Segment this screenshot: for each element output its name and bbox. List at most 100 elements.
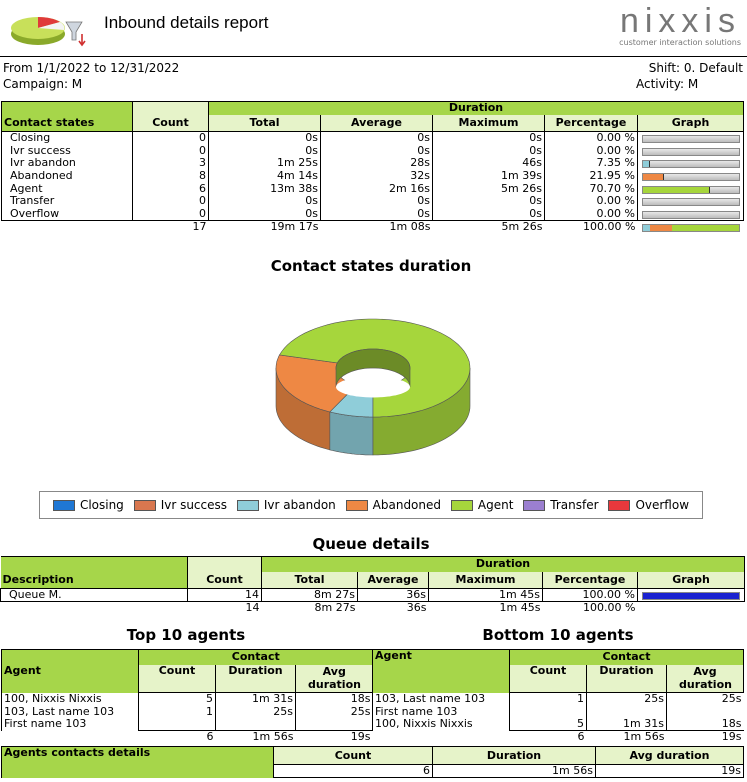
col-percentage: Percentage <box>544 114 638 132</box>
agents-contacts-table: Agents contacts details Count Duration A… <box>1 746 744 778</box>
ac-col-duration: Duration <box>432 746 596 765</box>
state-name: Agent <box>1 182 133 195</box>
cs-total-total: 19m 17s <box>208 219 321 234</box>
legend-item: Abandoned <box>345 498 441 512</box>
period-text: From 1/1/2022 to 12/31/2022 <box>3 61 180 75</box>
top-agent-header: Agent <box>1 649 139 693</box>
queue-desc-header: Description <box>0 571 188 589</box>
state-count: 3 <box>132 156 209 170</box>
state-percentage: 0.00 % <box>544 207 638 221</box>
state-name: Ivr success <box>1 144 133 157</box>
table-row: Overflow 0 0s 0s 0s 0.00 % <box>1 207 745 221</box>
queue-row-name: Queue M. <box>0 588 188 602</box>
top-col-avg: Avg duration <box>294 664 373 693</box>
state-count: 8 <box>132 169 209 183</box>
state-bar-fill <box>642 161 650 168</box>
state-maximum: 0s <box>432 131 545 145</box>
table-row: 103, Last name 103 1 25s 25s <box>372 692 744 706</box>
table-row: Ivr abandon 3 1m 25s 28s 46s 7.35 % <box>1 156 745 170</box>
state-bar-fill <box>642 173 664 180</box>
table-row: First name 103 <box>1 717 373 731</box>
agent-duration: 25s <box>586 692 667 706</box>
legend-label: Agent <box>477 498 514 512</box>
agent-avg: 18s <box>294 692 373 706</box>
cs-total-bar-ivr <box>642 225 650 232</box>
agent-avg: 25s <box>294 705 373 718</box>
activity-text: Activity: M <box>636 77 699 91</box>
pie-slice-side <box>329 411 374 456</box>
state-average: 0s <box>320 207 433 221</box>
bottom-agents-table: Agent Contact Count Duration Avg duratio… <box>372 649 744 744</box>
bottom-agents-title: Bottom 10 agents <box>482 626 634 644</box>
agent-count <box>509 705 587 718</box>
col-maximum: Maximum <box>432 114 545 132</box>
table-row: 100, Nixxis Nixxis 5 1m 31s 18s <box>372 717 744 731</box>
table-row: 100, Nixxis Nixxis 5 1m 31s 18s <box>1 692 373 706</box>
queue-col-graph: Graph <box>636 571 746 589</box>
state-bar <box>641 147 740 156</box>
state-percentage: 7.35 % <box>544 156 638 170</box>
agent-duration: 1m 31s <box>586 717 667 731</box>
cs-total-percentage: 100.00 % <box>544 219 638 234</box>
state-percentage: 0.00 % <box>544 131 638 145</box>
agent-avg: 25s <box>666 692 744 706</box>
duration-group-header: Duration <box>207 101 745 115</box>
state-bar <box>641 185 740 194</box>
queue-row-bar-fill <box>643 593 739 599</box>
state-maximum: 0s <box>432 144 545 157</box>
queue-row-total: 8m 27s <box>261 588 358 602</box>
top-total-avg: 19s <box>295 730 373 744</box>
agent-count: 1 <box>138 705 216 718</box>
ac-col-avg: Avg duration <box>595 746 744 765</box>
agent-duration <box>215 717 296 731</box>
header-divider <box>0 56 747 57</box>
agent-name: First name 103 <box>1 717 139 731</box>
queue-total-maximum: 1m 45s <box>499 601 541 615</box>
top-total-duration: 1m 56s <box>215 730 296 744</box>
agent-name: 100, Nixxis Nixxis <box>1 692 139 706</box>
contact-states-pie-chart <box>275 318 471 456</box>
state-count: 0 <box>132 194 209 208</box>
legend-label: Ivr success <box>160 498 228 512</box>
col-graph: Graph <box>636 114 745 132</box>
top-contact-header: Contact <box>137 649 373 665</box>
state-bar <box>641 172 740 181</box>
state-bar <box>641 210 740 219</box>
queue-col-average: Average <box>357 571 429 589</box>
state-average: 2m 16s <box>320 182 433 195</box>
table-row: Ivr success 0 0s 0s 0s 0.00 % <box>1 144 745 157</box>
agent-name: 103, Last name 103 <box>372 692 510 706</box>
state-average: 0s <box>320 144 433 157</box>
queue-col-maximum: Maximum <box>428 571 543 589</box>
queue-row-bar <box>642 592 740 600</box>
contact-states-table: Duration Contact states Count Total Aver… <box>1 101 745 234</box>
state-percentage: 0.00 % <box>544 194 638 208</box>
logo-tagline: customer interaction solutions <box>619 38 741 47</box>
state-total: 0s <box>208 131 321 145</box>
agent-count: 5 <box>509 717 587 731</box>
cs-total-maximum: 5m 26s <box>432 219 545 234</box>
bottom-agent-header: Agent <box>372 649 510 693</box>
bottom-total-count: 6 <box>509 730 587 744</box>
chart-title: Contact states duration <box>270 257 472 275</box>
state-name: Overflow <box>1 207 133 221</box>
legend-item: Overflow <box>608 498 689 512</box>
legend-swatch <box>450 499 473 511</box>
queue-col-total: Total <box>261 571 358 589</box>
state-maximum: 46s <box>432 156 545 170</box>
agent-avg <box>666 705 744 718</box>
state-total: 4m 14s <box>208 169 321 183</box>
queue-col-count: Count <box>187 571 262 589</box>
state-percentage: 70.70 % <box>544 182 638 195</box>
state-count: 0 <box>132 144 209 157</box>
legend-label: Overflow <box>635 498 690 512</box>
queue-row-average: 36s <box>357 588 429 602</box>
legend-item: Ivr success <box>133 498 228 512</box>
table-row: Closing 0 0s 0s 0s 0.00 % <box>1 131 745 145</box>
legend-label: Transfer <box>550 498 599 512</box>
bottom-contact-header: Contact <box>509 649 744 665</box>
top-col-duration: Duration <box>215 664 296 693</box>
legend-item: Agent <box>450 498 514 512</box>
state-name: Ivr abandon <box>1 156 133 170</box>
agent-avg <box>294 717 373 731</box>
